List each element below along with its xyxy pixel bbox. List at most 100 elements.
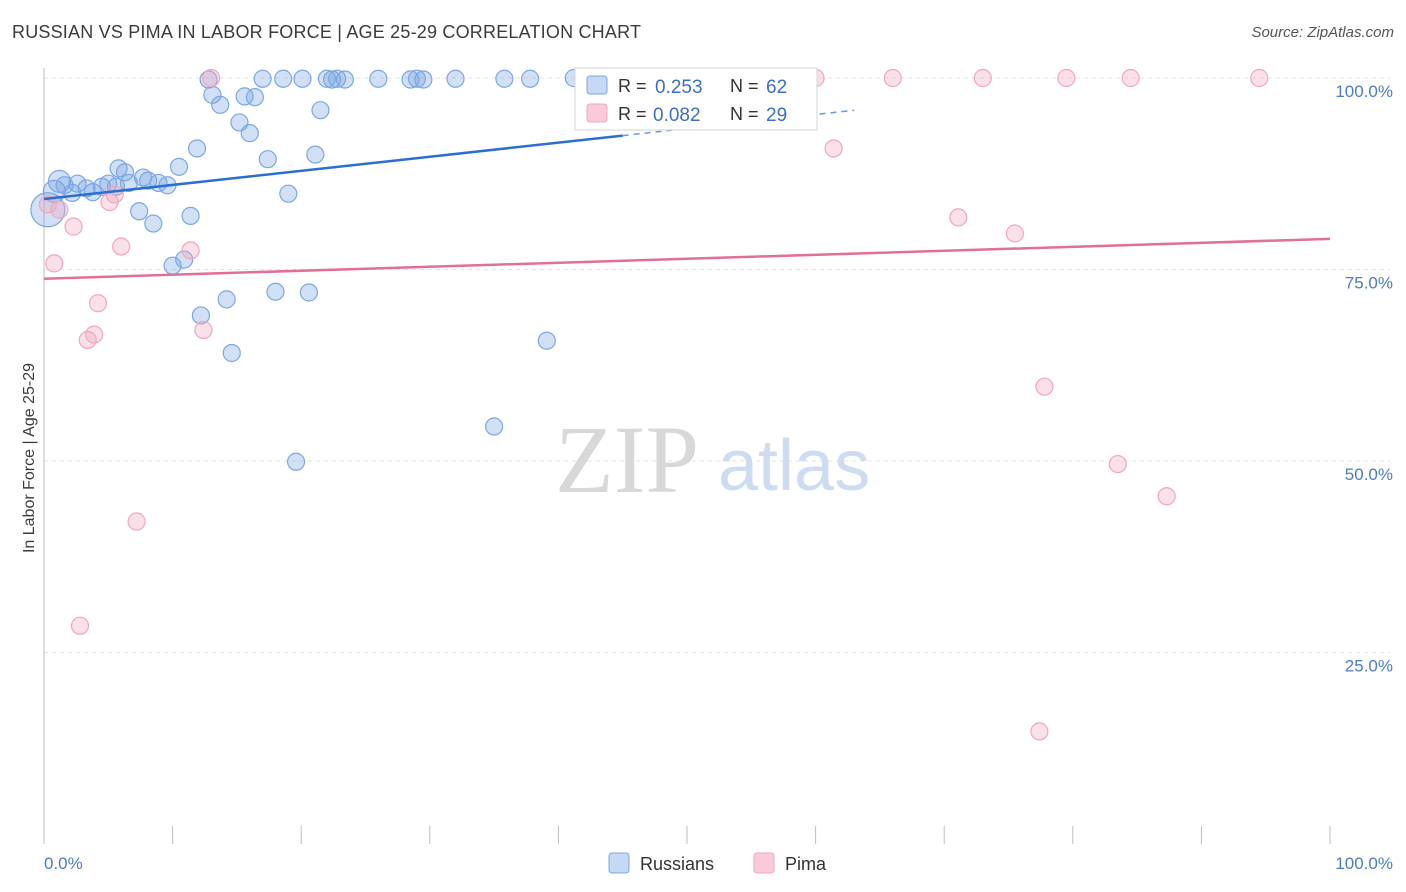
point-pima-4 xyxy=(70,616,90,635)
point-russians-33 xyxy=(240,124,259,143)
point-pima-21 xyxy=(883,68,902,88)
legend-r-label-russians: R = xyxy=(618,76,647,96)
point-russians-51 xyxy=(407,69,427,88)
point-russians-39 xyxy=(279,184,298,203)
trend-line-russians-extrapolated xyxy=(622,109,855,137)
point-pima-2 xyxy=(50,200,69,219)
point-russians-50 xyxy=(401,70,420,89)
legend-n-label-pima: N = xyxy=(730,104,759,124)
point-russians-56 xyxy=(521,69,540,88)
point-russians-36 xyxy=(258,150,277,169)
stats-legend-box xyxy=(574,67,818,131)
watermark-zip: ZIP xyxy=(555,406,699,513)
point-pima-25 xyxy=(1030,722,1049,741)
point-russians-43 xyxy=(306,145,325,164)
series-legend-label-russians: Russians xyxy=(640,854,714,874)
data-points xyxy=(30,68,1269,741)
gridlines xyxy=(44,77,1390,653)
point-pima-24 xyxy=(1005,224,1025,243)
point-russians-24 xyxy=(187,139,207,158)
trend-line-pima xyxy=(43,237,1331,280)
point-russians-14 xyxy=(130,202,149,221)
point-pima-0 xyxy=(38,195,57,214)
point-pima-1 xyxy=(45,254,64,273)
series-legend-swatch-russians xyxy=(608,852,630,874)
tick-labels: 25.0% 50.0% 75.0% 100.0% 0.0% 100.0% xyxy=(44,82,1393,873)
point-pima-31 xyxy=(1250,68,1269,88)
point-pima-26 xyxy=(1035,377,1054,396)
legend-r-label-pima: R = xyxy=(618,104,647,124)
y-axis-label: In Labor Force | Age 25-29 xyxy=(21,363,38,553)
point-russians-32 xyxy=(235,87,254,106)
point-russians-22 xyxy=(175,250,194,269)
point-pima-30 xyxy=(1157,487,1176,506)
stats-legend: R = 0.253 N = 62 R = 0.082 N = 29 xyxy=(574,67,818,131)
point-russians-23 xyxy=(181,206,200,225)
point-russians-35 xyxy=(253,69,272,88)
legend-n-label-russians: N = xyxy=(730,76,759,96)
point-pima-12 xyxy=(181,241,200,260)
point-pima-29 xyxy=(1121,68,1140,88)
point-pima-23 xyxy=(973,68,992,88)
point-russians-17 xyxy=(144,214,163,233)
point-russians-44 xyxy=(311,101,330,120)
chart-title: RUSSIAN VS PIMA IN LABOR FORCE | AGE 25-… xyxy=(12,22,642,42)
point-pima-3 xyxy=(64,217,83,236)
point-russians-29 xyxy=(217,290,236,309)
point-pima-28 xyxy=(1108,454,1127,474)
point-russians-13 xyxy=(119,173,138,193)
point-russians-5 xyxy=(68,174,87,193)
point-russians-42 xyxy=(299,283,319,302)
point-russians-48 xyxy=(335,70,355,89)
point-russians-34 xyxy=(245,88,265,107)
point-russians-21 xyxy=(169,157,189,176)
legend-n-value-pima: 29 xyxy=(766,105,787,126)
point-russians-53 xyxy=(446,69,465,88)
point-russians-30 xyxy=(222,343,241,363)
point-russians-52 xyxy=(414,70,433,89)
x-tick-label-start: 0.0% xyxy=(44,854,83,873)
legend-swatch-russians xyxy=(586,75,608,95)
point-russians-25 xyxy=(191,306,210,325)
point-russians-41 xyxy=(293,69,312,88)
point-russians-46 xyxy=(322,70,342,89)
legend-n-value-russians: 62 xyxy=(766,77,787,98)
y-tick-label-50: 50.0% xyxy=(1345,465,1393,484)
point-russians-54 xyxy=(485,417,504,436)
point-pima-11 xyxy=(127,512,146,531)
point-russians-12 xyxy=(115,163,135,182)
point-pima-7 xyxy=(88,294,108,313)
point-pima-22 xyxy=(949,208,968,227)
series-legend-label-pima: Pima xyxy=(785,854,827,874)
point-pima-13 xyxy=(194,320,213,340)
point-russians-28 xyxy=(211,95,230,114)
point-pima-9 xyxy=(105,185,124,204)
point-russians-38 xyxy=(274,69,293,88)
point-russians-47 xyxy=(328,69,347,88)
y-tick-label-100: 100.0% xyxy=(1335,82,1393,101)
point-pima-14 xyxy=(202,68,221,88)
point-russians-40 xyxy=(286,452,306,471)
point-russians-57 xyxy=(537,331,556,350)
point-russians-37 xyxy=(266,282,285,301)
point-russians-55 xyxy=(495,69,514,88)
source-label: Source: ZipAtlas.com xyxy=(1251,24,1394,41)
trend-line-russians xyxy=(43,134,623,201)
point-russians-45 xyxy=(317,69,337,88)
watermark-atlas: atlas xyxy=(718,426,870,506)
series-legend: Russians Pima xyxy=(608,852,827,874)
legend-swatch-pima xyxy=(586,103,608,123)
point-russians-49 xyxy=(369,69,388,88)
legend-r-value-pima: 0.082 xyxy=(653,105,701,126)
point-pima-27 xyxy=(1057,68,1076,88)
point-pima-20 xyxy=(824,139,843,158)
x-tick-label-end: 100.0% xyxy=(1335,854,1393,873)
y-tick-label-75: 75.0% xyxy=(1345,274,1393,293)
point-pima-6 xyxy=(85,325,104,344)
point-pima-10 xyxy=(112,237,131,256)
y-tick-label-25: 25.0% xyxy=(1345,657,1393,676)
legend-r-value-russians: 0.253 xyxy=(655,77,703,98)
trend-lines xyxy=(43,109,1331,280)
series-legend-swatch-pima xyxy=(753,852,775,874)
